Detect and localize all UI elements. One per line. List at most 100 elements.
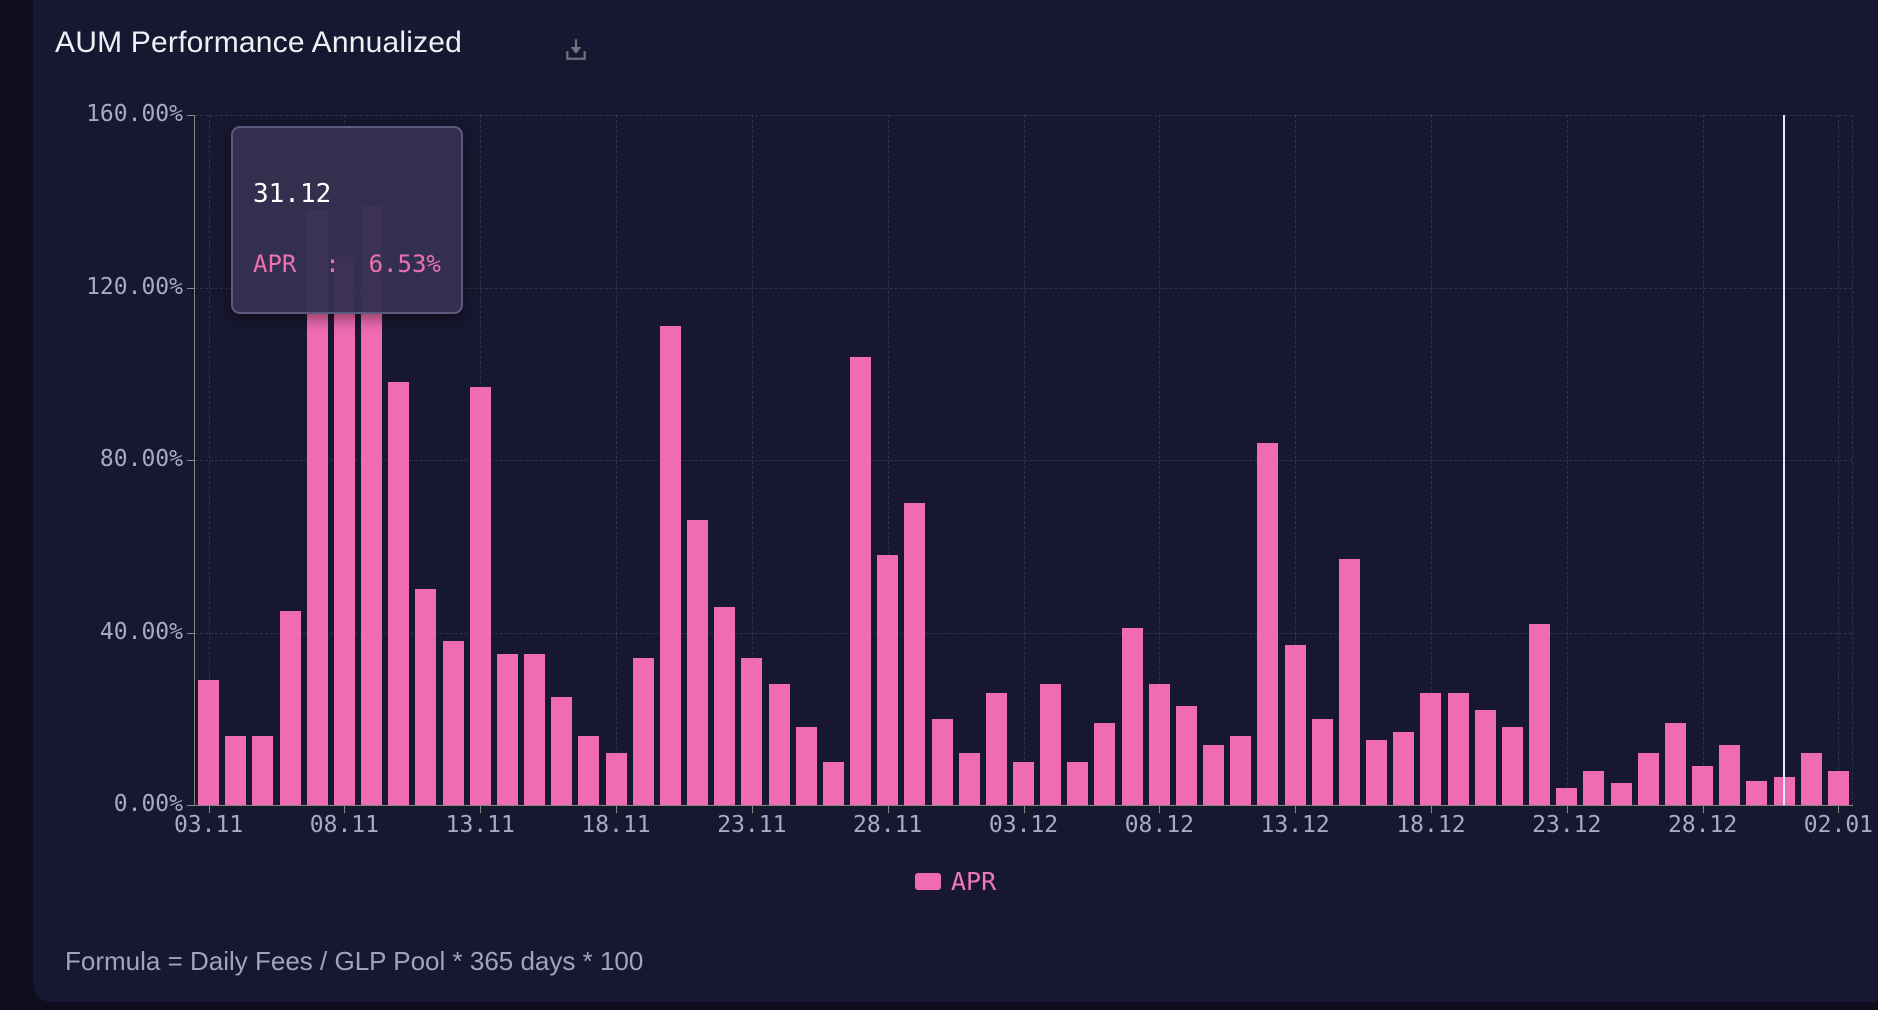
bar-03.12[interactable] xyxy=(1013,761,1034,805)
bar-29.12[interactable] xyxy=(1719,744,1741,805)
x-axis-label: 28.12 xyxy=(1667,812,1738,838)
bar-21.12[interactable] xyxy=(1501,727,1523,805)
x-axis-label: 13.12 xyxy=(1260,812,1330,838)
bar-01.12[interactable] xyxy=(958,753,980,805)
bar-13.11[interactable] xyxy=(469,386,491,805)
bar-14.12[interactable] xyxy=(1311,718,1333,805)
x-gridline xyxy=(1430,115,1432,805)
x-gridline xyxy=(616,115,618,805)
bar-17.11[interactable] xyxy=(578,736,600,805)
y-axis-line xyxy=(194,115,195,805)
tooltip: 31.12 APR : 6.53% xyxy=(231,126,463,314)
bar-22.12[interactable] xyxy=(1529,623,1551,805)
bar-16.11[interactable] xyxy=(551,697,573,805)
bar-09.11[interactable] xyxy=(361,205,383,805)
bar-26.11[interactable] xyxy=(822,761,844,805)
bar-07.11[interactable] xyxy=(306,209,328,805)
y-axis-label: 80.00% xyxy=(99,446,183,472)
x-axis-label: 23.11 xyxy=(717,812,787,838)
bar-12.11[interactable] xyxy=(442,641,464,805)
y-axis-label: 0.00% xyxy=(113,791,183,817)
bar-05.12[interactable] xyxy=(1067,761,1089,805)
x-axis-tick xyxy=(887,806,889,813)
x-axis-label: 23.12 xyxy=(1532,812,1602,838)
bar-28.11[interactable] xyxy=(877,554,899,805)
bar-04.12[interactable] xyxy=(1040,684,1062,805)
x-axis-tick xyxy=(616,806,618,813)
bar-24.12[interactable] xyxy=(1583,770,1605,805)
bar-29.11[interactable] xyxy=(904,503,926,805)
x-axis-label: 18.11 xyxy=(581,812,651,838)
bar-15.11[interactable] xyxy=(524,654,546,805)
bar-11.11[interactable] xyxy=(415,589,437,805)
x-axis-tick xyxy=(751,806,753,813)
x-axis-label: 08.11 xyxy=(309,812,380,838)
bar-07.12[interactable] xyxy=(1121,628,1143,805)
tooltip-date: 31.12 xyxy=(253,179,332,209)
y-gridline xyxy=(195,287,1852,289)
bar-13.12[interactable] xyxy=(1284,645,1306,805)
download-icon[interactable] xyxy=(563,36,589,62)
bar-30.12[interactable] xyxy=(1746,781,1768,805)
legend-item-apr[interactable]: APR xyxy=(915,867,996,896)
bar-06.12[interactable] xyxy=(1094,723,1116,805)
bar-27.12[interactable] xyxy=(1664,723,1686,805)
bar-20.11[interactable] xyxy=(659,326,681,805)
bar-24.11[interactable] xyxy=(768,684,790,805)
page-title: AUM Performance Annualized xyxy=(55,26,463,59)
x-gridline xyxy=(751,115,753,805)
bar-11.12[interactable] xyxy=(1230,736,1252,805)
bar-10.11[interactable] xyxy=(388,382,410,805)
bar-12.12[interactable] xyxy=(1257,442,1279,805)
x-gridline xyxy=(887,115,889,805)
bar-27.11[interactable] xyxy=(850,356,872,805)
bar-10.12[interactable] xyxy=(1203,744,1225,805)
bar-17.12[interactable] xyxy=(1393,731,1415,805)
bar-19.11[interactable] xyxy=(632,658,654,805)
axis-pointer-line xyxy=(1783,115,1786,805)
bar-06.11[interactable] xyxy=(279,610,301,805)
x-gridline xyxy=(1023,115,1025,805)
x-gridline xyxy=(208,115,210,805)
bar-02.12[interactable] xyxy=(985,692,1007,805)
bar-08.11[interactable] xyxy=(333,257,355,805)
bar-05.11[interactable] xyxy=(252,736,274,805)
bar-18.11[interactable] xyxy=(605,753,627,805)
x-axis-label: 03.11 xyxy=(173,812,244,838)
bar-02.01[interactable] xyxy=(1827,770,1849,805)
bar-28.12[interactable] xyxy=(1692,766,1714,805)
x-axis-tick xyxy=(1023,806,1025,813)
formula-note: Formula = Daily Fees / GLP Pool * 365 da… xyxy=(65,946,644,976)
bar-19.12[interactable] xyxy=(1447,692,1469,805)
bar-22.11[interactable] xyxy=(714,606,736,805)
x-axis-tick xyxy=(1430,806,1432,813)
y-axis-tick xyxy=(187,115,194,116)
y-axis-label: 120.00% xyxy=(86,273,183,300)
x-gridline xyxy=(1295,115,1297,805)
x-axis-tick xyxy=(344,806,346,813)
bar-26.12[interactable] xyxy=(1637,753,1659,805)
x-axis-tick xyxy=(1838,806,1840,813)
bar-20.12[interactable] xyxy=(1474,710,1496,805)
bar-25.11[interactable] xyxy=(795,727,817,805)
bar-08.12[interactable] xyxy=(1148,684,1170,805)
bar-25.12[interactable] xyxy=(1610,783,1632,805)
bar-30.11[interactable] xyxy=(931,718,953,805)
bar-18.12[interactable] xyxy=(1420,692,1442,805)
bar-23.11[interactable] xyxy=(741,658,763,805)
bar-15.12[interactable] xyxy=(1338,559,1360,805)
x-axis-tick xyxy=(208,806,210,813)
bar-01.01[interactable] xyxy=(1800,753,1822,805)
bar-03.11[interactable] xyxy=(198,679,220,805)
bar-21.11[interactable] xyxy=(687,520,709,805)
tooltip-value: APR : 6.53% xyxy=(253,250,441,278)
bar-16.12[interactable] xyxy=(1366,740,1388,805)
bar-23.12[interactable] xyxy=(1556,787,1578,805)
x-axis-tick xyxy=(1702,806,1704,813)
bar-04.11[interactable] xyxy=(225,736,247,805)
bar-14.11[interactable] xyxy=(496,654,518,805)
x-axis-tick xyxy=(1566,806,1568,813)
bar-09.12[interactable] xyxy=(1175,705,1197,805)
x-axis-tick xyxy=(1295,806,1297,813)
x-axis-label: 03.12 xyxy=(988,812,1059,838)
